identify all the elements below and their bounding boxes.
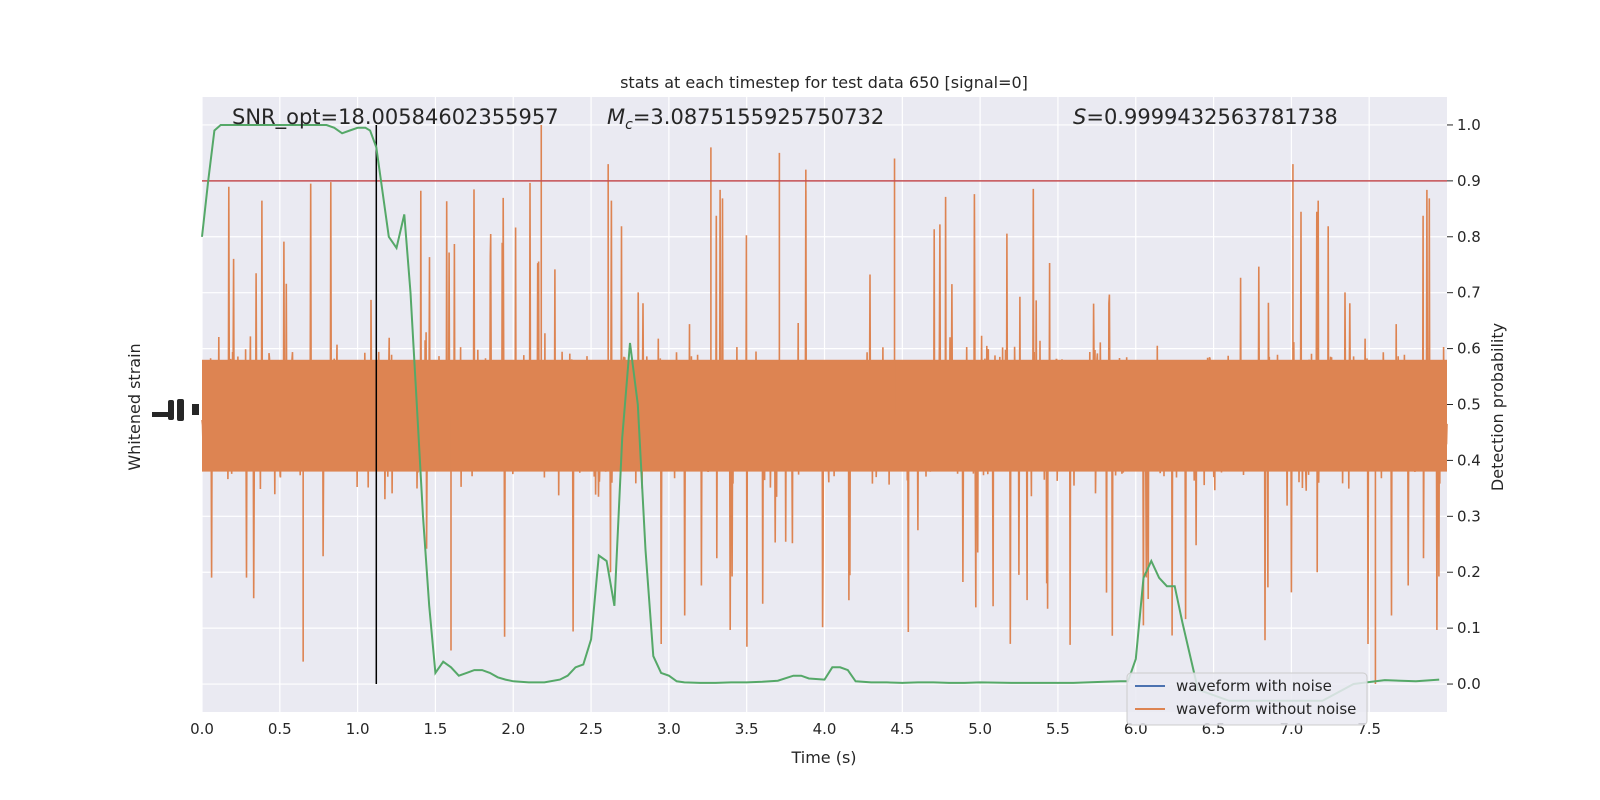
- y-right-tick-label: 0.1: [1457, 619, 1481, 637]
- mc-value: =3.0875155925750732: [633, 105, 884, 129]
- y-right-tick-label: 0.5: [1457, 396, 1481, 414]
- y-axis-label-left: Whitened strain: [125, 343, 144, 470]
- y-axis-label-right: Detection probability: [1488, 323, 1507, 491]
- y-right-tick-label: 0.7: [1457, 284, 1481, 302]
- y-right-tick-label: 1.0: [1457, 116, 1481, 134]
- detection-probability-series: [201, 124, 1440, 702]
- legend: waveform with noise waveform without noi…: [1126, 672, 1368, 726]
- detection-probability-line: [201, 124, 1440, 702]
- x-tick-label: 4.5: [890, 720, 914, 738]
- x-tick-label: 1.5: [424, 720, 448, 738]
- y-right-tick-label: 0.2: [1457, 563, 1481, 581]
- x-tick-label: 5.5: [1046, 720, 1070, 738]
- s-annotation: S=0.9999432563781738: [1073, 105, 1338, 129]
- x-tick-label: 2.0: [501, 720, 525, 738]
- legend-label-with-noise: waveform with noise: [1176, 677, 1332, 695]
- x-tick-label: 3.0: [657, 720, 681, 738]
- y-right-tick-label: 0.4: [1457, 451, 1481, 469]
- x-axis-label: Time (s): [790, 748, 856, 767]
- y-right-tick-labels: 0.0 0.1 0.2 0.3 0.4 0.5 0.6 0.7 0.8 0.9 1.0: [1447, 116, 1481, 693]
- s-symbol: S: [1073, 105, 1086, 129]
- x-tick-label: 0.5: [268, 720, 292, 738]
- legend-box: [1126, 672, 1368, 726]
- s-value: =0.9999432563781738: [1086, 105, 1337, 129]
- x-tick-label: 4.0: [813, 720, 837, 738]
- chirp-mass-annotation: Mc=3.0875155925750732: [607, 105, 884, 133]
- x-tick-label: 0.0: [190, 720, 214, 738]
- x-tick-label: 2.5: [579, 720, 603, 738]
- y-right-tick-label: 0.6: [1457, 340, 1481, 358]
- left-axis-tick-cluster: [152, 399, 199, 421]
- x-tick-label: 3.5: [735, 720, 759, 738]
- mc-symbol: M: [607, 105, 625, 129]
- y-right-tick-label: 0.8: [1457, 228, 1481, 246]
- legend-label-without-noise: waveform without noise: [1176, 700, 1356, 718]
- mc-subscript: c: [625, 117, 633, 133]
- y-right-tick-label: 0.9: [1457, 172, 1481, 190]
- strain-noise-core: [202, 359, 1447, 472]
- x-tick-label: 5.0: [968, 720, 992, 738]
- y-right-tick-label: 0.0: [1457, 675, 1481, 693]
- x-tick-label: 1.0: [346, 720, 370, 738]
- y-right-tick-label: 0.3: [1457, 507, 1481, 525]
- chart-title: stats at each timestep for test data 650…: [620, 73, 1028, 92]
- snr-annotation: SNR_opt=18.00584602355957: [232, 105, 559, 130]
- strain-trace-without-noise: [201, 124, 1448, 685]
